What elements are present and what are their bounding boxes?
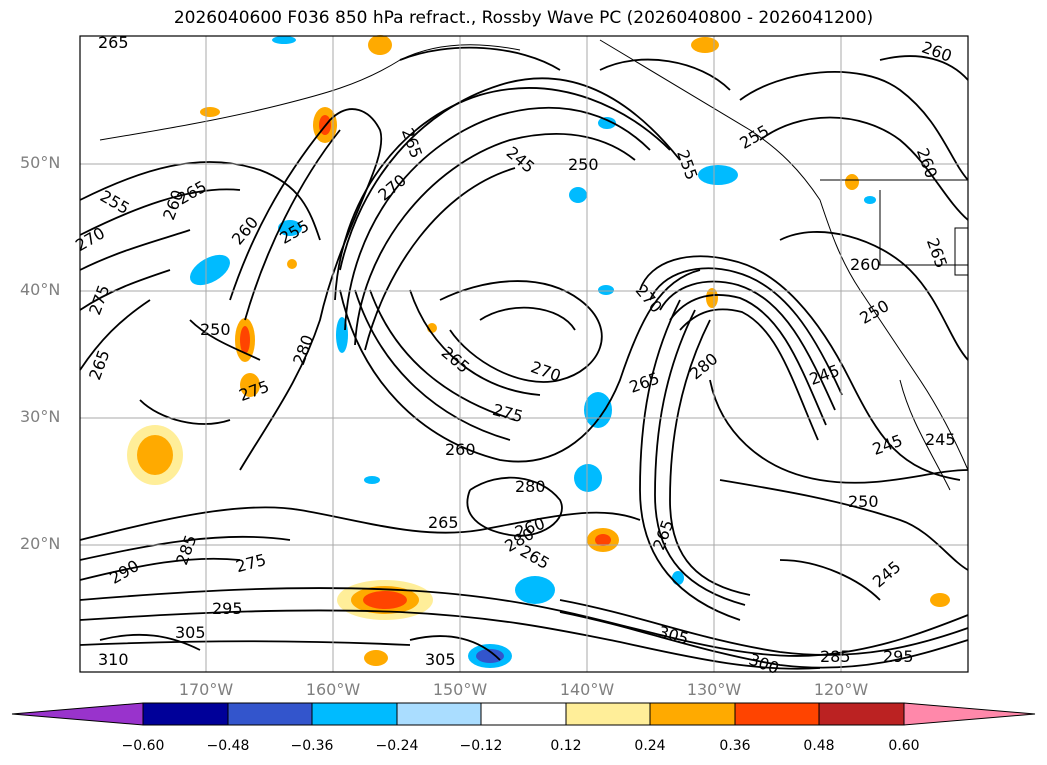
contour-label: 245 [869, 557, 905, 591]
refractivity-contours [79, 46, 969, 670]
anomaly-shading [127, 35, 950, 668]
lat-label-30n: 30°N [20, 407, 61, 426]
contour-label: 250 [856, 296, 892, 328]
contour-label: 275 [491, 400, 525, 426]
contour-label: 265 [627, 368, 662, 396]
colorbar-under-arrow [11, 702, 144, 726]
colorbar-swatch [565, 702, 651, 726]
colorbar-tick-label: −0.24 [375, 738, 419, 754]
contour-label: 265 [398, 125, 426, 160]
contour-label: 245 [503, 143, 539, 177]
contour-label: 305 [656, 622, 690, 648]
contour-label: 255 [736, 121, 772, 153]
contour-label: 245 [925, 430, 956, 449]
contour-label: 270 [632, 281, 666, 317]
contour-label: 290 [106, 556, 142, 588]
map-title: 2026040600 F036 850 hPa refract., Rossby… [173, 8, 874, 28]
colorbar-swatch [649, 702, 736, 726]
colorbar-swatch [480, 702, 567, 726]
contour-label: 260 [228, 213, 262, 249]
contour-label: 275 [234, 550, 268, 576]
contour-label: 250 [200, 320, 231, 339]
contour-label: 250 [848, 492, 879, 511]
contour-label: 260 [919, 37, 954, 65]
colorbar-tick-label: −0.60 [121, 738, 165, 754]
colorbar-tick-label: −0.36 [290, 738, 334, 754]
contour-label: 285 [172, 532, 200, 567]
colorbar-tick-label: 0.12 [550, 738, 582, 754]
contour-label: 255 [673, 147, 701, 182]
contour-label: 260 [445, 440, 476, 459]
colorbar [11, 702, 1036, 726]
colorbar-tick-label: 0.24 [634, 738, 666, 754]
contour-label: 260 [850, 255, 881, 274]
contour-label: 255 [276, 216, 312, 248]
lat-label-40n: 40°N [20, 280, 61, 299]
colorbar-swatch [818, 702, 905, 726]
colorbar-tick-label: −0.12 [459, 738, 503, 754]
colorbar-swatch [396, 702, 482, 726]
graticule [80, 36, 968, 672]
colorbar-tick-label: 0.48 [803, 738, 835, 754]
contour-label: 305 [175, 623, 206, 642]
coastline [99, 39, 969, 491]
contour-value-labels: 265 265 265 265 265 265 265 265 265 265 … [72, 33, 955, 678]
contour-label: 295 [883, 647, 914, 666]
lon-label-150w: 150°W [432, 680, 488, 699]
lon-label-120w: 120°W [813, 680, 869, 699]
map-frame [79, 35, 969, 673]
contour-label: 275 [85, 282, 113, 317]
contour-label: 265 [98, 33, 129, 52]
contour-label: 265 [649, 517, 677, 552]
contour-label: 265 [85, 347, 113, 382]
colorbar-tick-label: −0.48 [206, 738, 250, 754]
contour-label: 280 [515, 477, 546, 496]
lon-label-140w: 140°W [559, 680, 615, 699]
colorbar-swatch [227, 702, 313, 726]
lat-label-20n: 20°N [20, 534, 61, 553]
contour-label: 280 [686, 349, 722, 383]
lon-label-170w: 170°W [178, 680, 234, 699]
contour-label: 260 [913, 145, 941, 180]
contour-label: 295 [212, 599, 243, 618]
contour-label: 300 [746, 650, 781, 678]
lon-label-160w: 160°W [305, 680, 361, 699]
contour-label: 305 [425, 650, 456, 669]
contour-label: 285 [820, 647, 851, 666]
colorbar-tick-label: 0.60 [888, 738, 920, 754]
lon-label-130w: 130°W [686, 680, 742, 699]
contour-label: 310 [98, 650, 129, 669]
contour-label: 280 [289, 332, 317, 367]
contour-label: 270 [72, 223, 108, 255]
colorbar-swatch [734, 702, 820, 726]
contour-label: 265 [428, 513, 459, 532]
colorbar-tick-label: 0.36 [719, 738, 751, 754]
lat-label-50n: 50°N [20, 153, 61, 172]
colorbar-swatch [142, 702, 229, 726]
contour-label: 260 [159, 187, 187, 222]
contour-label: 250 [568, 155, 599, 174]
colorbar-over-arrow [903, 702, 1036, 726]
colorbar-swatch [311, 702, 398, 726]
